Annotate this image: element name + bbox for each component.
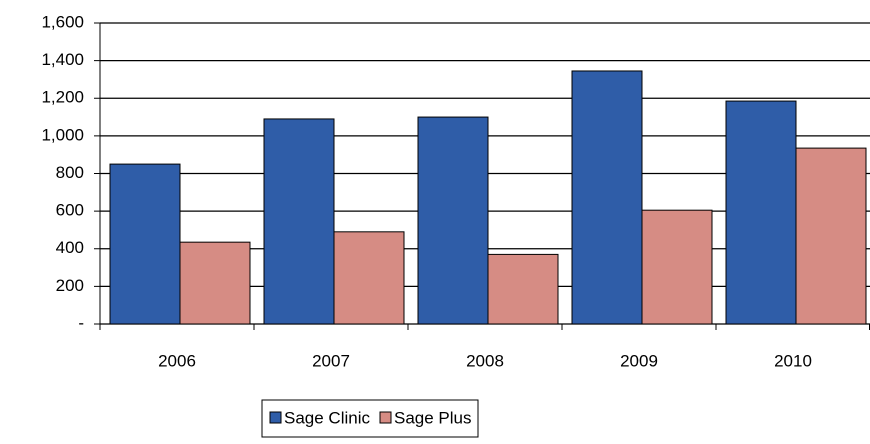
bar bbox=[725, 100, 797, 325]
bar bbox=[487, 253, 559, 325]
y-tick-label: 200 bbox=[56, 276, 84, 295]
x-tick-label: 2006 bbox=[158, 351, 196, 370]
y-tick-label: 600 bbox=[56, 201, 84, 220]
bar bbox=[795, 147, 867, 325]
legend-label: Sage Plus bbox=[394, 408, 472, 427]
x-tick-label: 2008 bbox=[466, 351, 504, 370]
x-tick-label: 2009 bbox=[620, 351, 658, 370]
bar bbox=[179, 241, 251, 325]
bar bbox=[571, 70, 643, 325]
y-tick-label: 800 bbox=[56, 163, 84, 182]
y-tick-label: 1,400 bbox=[41, 50, 84, 69]
bar bbox=[417, 116, 489, 325]
y-tick-label: 1,200 bbox=[41, 88, 84, 107]
legend-box bbox=[261, 399, 479, 438]
y-tick-label: 1,000 bbox=[41, 125, 84, 144]
y-tick-label: 1,600 bbox=[41, 12, 84, 31]
x-tick-label: 2010 bbox=[774, 351, 812, 370]
y-tick-label: - bbox=[78, 313, 84, 332]
bar bbox=[641, 209, 713, 325]
x-tick-label: 2007 bbox=[312, 351, 350, 370]
legend-swatch bbox=[379, 411, 392, 424]
y-tick-label: 400 bbox=[56, 238, 84, 257]
bar bbox=[109, 163, 181, 325]
legend-swatch bbox=[269, 411, 282, 424]
bar bbox=[263, 118, 335, 325]
bar bbox=[333, 231, 405, 325]
legend-label: Sage Clinic bbox=[284, 408, 370, 427]
